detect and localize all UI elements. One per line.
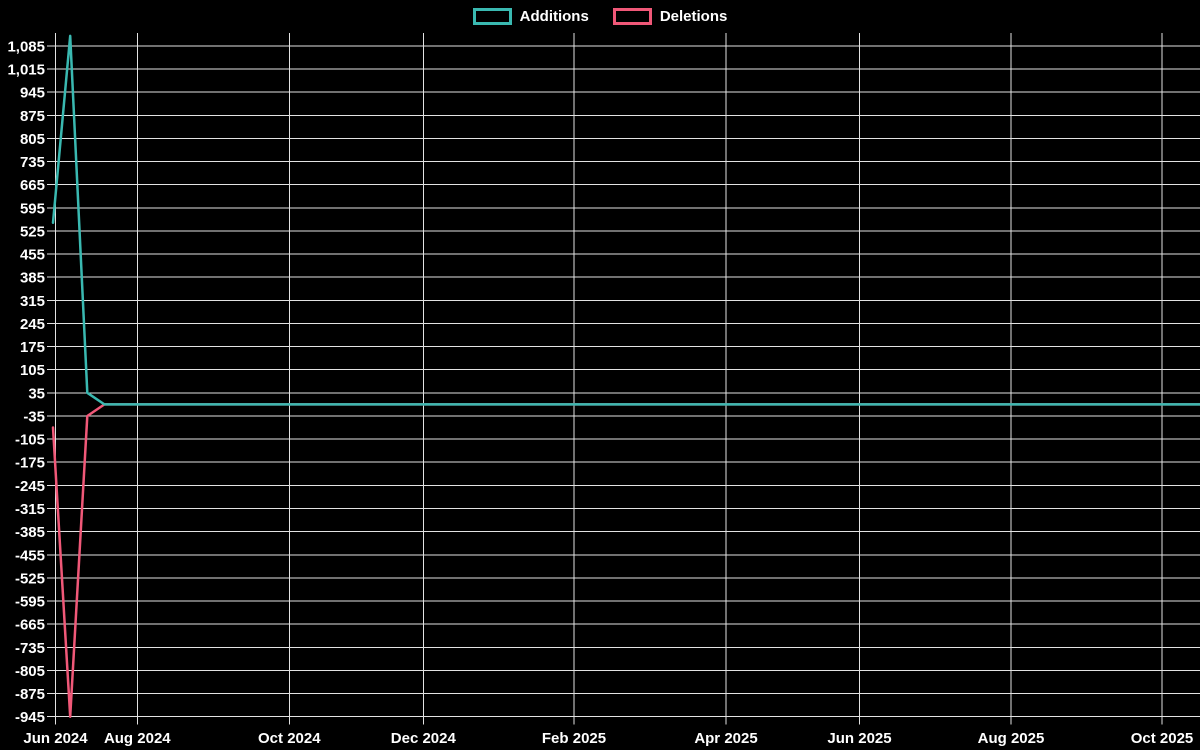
y-tick-label: 315 <box>20 293 45 310</box>
y-tick-label: 385 <box>20 270 45 287</box>
legend-label-deletions: Deletions <box>659 8 728 25</box>
y-tick-label: -385 <box>15 524 45 541</box>
y-tick-label: 875 <box>20 108 45 125</box>
x-tick-label: Aug 2024 <box>104 730 171 747</box>
legend-item-deletions[interactable]: Deletions <box>612 8 728 25</box>
chart-legend: Additions Deletions <box>0 8 1200 25</box>
x-tick-label: Jun 2024 <box>23 730 88 747</box>
y-tick-label: 945 <box>20 85 45 102</box>
y-tick-label: -735 <box>15 640 45 657</box>
y-tick-label: -315 <box>15 501 45 518</box>
y-tick-label: 35 <box>28 385 45 402</box>
y-tick-label: -455 <box>15 547 45 564</box>
y-tick-label: 455 <box>20 247 45 264</box>
y-tick-label: 175 <box>20 339 45 356</box>
deletions-legend-swatch-icon <box>612 8 652 25</box>
y-tick-label: -175 <box>15 455 45 472</box>
x-tick-label: Jun 2025 <box>827 730 891 747</box>
y-tick-label: -525 <box>15 570 45 587</box>
series-line-deletions <box>51 403 1200 718</box>
series-line-additions <box>51 34 1200 406</box>
y-tick-label: 245 <box>20 316 45 333</box>
y-tick-label: -35 <box>23 408 45 425</box>
x-tick-label: Oct 2025 <box>1131 730 1194 747</box>
x-tick-label: Aug 2025 <box>978 730 1045 747</box>
y-tick-label: -945 <box>15 709 45 726</box>
x-tick-label: Oct 2024 <box>258 730 321 747</box>
y-tick-label: -665 <box>15 617 45 634</box>
x-tick-label: Feb 2025 <box>542 730 606 747</box>
legend-label-additions: Additions <box>519 8 589 25</box>
y-tick-label: 665 <box>20 177 45 194</box>
x-tick-label: Apr 2025 <box>694 730 757 747</box>
y-tick-label: 1,085 <box>7 38 45 55</box>
y-tick-label: 735 <box>20 154 45 171</box>
y-tick-label: 805 <box>20 131 45 148</box>
y-tick-label: 525 <box>20 223 45 240</box>
y-tick-label: -805 <box>15 663 45 680</box>
y-tick-label: 105 <box>20 362 45 379</box>
additions-legend-swatch-icon <box>472 8 512 25</box>
x-tick-label: Dec 2024 <box>391 730 457 747</box>
y-tick-label: 595 <box>20 200 45 217</box>
legend-item-additions[interactable]: Additions <box>472 8 589 25</box>
y-tick-label: -245 <box>15 478 45 495</box>
y-tick-label: -595 <box>15 594 45 611</box>
y-tick-label: -105 <box>15 432 45 449</box>
y-tick-label: 1,015 <box>7 61 45 78</box>
y-tick-label: -875 <box>15 686 45 703</box>
